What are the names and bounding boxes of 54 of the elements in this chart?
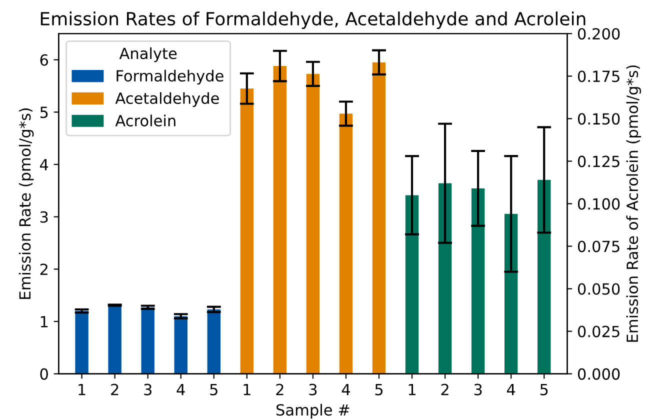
x-tick-label: 2 bbox=[441, 384, 448, 396]
y2-tick-label: 0.075 bbox=[578, 240, 620, 252]
bar bbox=[141, 307, 154, 374]
bar bbox=[438, 183, 452, 374]
chart-title: Emission Rates of Formaldehyde, Acetaldehyde and Acrolein bbox=[40, 12, 586, 30]
x-tick-label: 3 bbox=[474, 384, 482, 396]
y2-axis-title: Emission Rate of Acrolein (pmol/g*s) bbox=[626, 65, 642, 342]
bar bbox=[108, 305, 122, 374]
y2-tick-label: 0.000 bbox=[578, 368, 620, 380]
bar bbox=[207, 309, 220, 374]
y-tick-label: 1 bbox=[40, 316, 48, 328]
legend-label: Acetaldehyde bbox=[115, 92, 219, 107]
y-tick-label: 4 bbox=[40, 159, 48, 170]
y-tick-label: 3 bbox=[40, 211, 48, 223]
bar bbox=[504, 214, 518, 374]
bar bbox=[306, 74, 320, 374]
y2-tick-label: 0.175 bbox=[578, 70, 620, 82]
y-axis-title: Emission Rate (pmol/g*s) bbox=[18, 108, 34, 299]
x-tick-label: 4 bbox=[176, 384, 185, 396]
y2-tick-label: 0.125 bbox=[578, 156, 620, 168]
x-tick-label: 5 bbox=[210, 384, 218, 396]
x-tick-label: 4 bbox=[342, 384, 350, 396]
bar bbox=[372, 62, 386, 374]
y2-tick-label: 0.025 bbox=[578, 326, 620, 338]
legend-label: Acrolein bbox=[115, 114, 176, 126]
bar bbox=[174, 316, 188, 374]
y2-tick-label: 0.100 bbox=[578, 198, 620, 210]
x-tick-label: 5 bbox=[375, 384, 383, 396]
x-tick-label: 3 bbox=[309, 384, 317, 396]
bar bbox=[273, 66, 287, 374]
y-tick-label: 5 bbox=[40, 106, 48, 118]
y2-tick-label: 0.200 bbox=[578, 28, 620, 40]
y-tick-label: 0 bbox=[40, 368, 48, 380]
bar bbox=[240, 88, 254, 374]
legend-label: Formaldehyde bbox=[116, 70, 224, 85]
legend-title: Analyte bbox=[119, 47, 177, 62]
bar bbox=[471, 188, 485, 374]
bar bbox=[538, 180, 551, 374]
x-tick-label: 1 bbox=[244, 384, 250, 396]
y2-tick-label: 0.150 bbox=[578, 113, 620, 125]
y-tick-label: 6 bbox=[40, 54, 48, 66]
x-tick-label: 1 bbox=[408, 384, 416, 396]
x-tick-label: 1 bbox=[78, 384, 86, 396]
bar bbox=[405, 195, 419, 374]
x-tick-label: 5 bbox=[540, 384, 548, 396]
y2-tick-label: 0.050 bbox=[578, 283, 620, 295]
x-tick-label: 4 bbox=[506, 384, 516, 396]
x-axis-title: Sample # bbox=[276, 404, 350, 419]
y-tick-label: 2 bbox=[40, 264, 48, 275]
x-tick-label: 2 bbox=[276, 384, 284, 396]
x-tick-label: 2 bbox=[111, 384, 118, 396]
bar bbox=[75, 310, 88, 374]
bar bbox=[339, 114, 353, 374]
x-tick-label: 3 bbox=[144, 384, 152, 396]
